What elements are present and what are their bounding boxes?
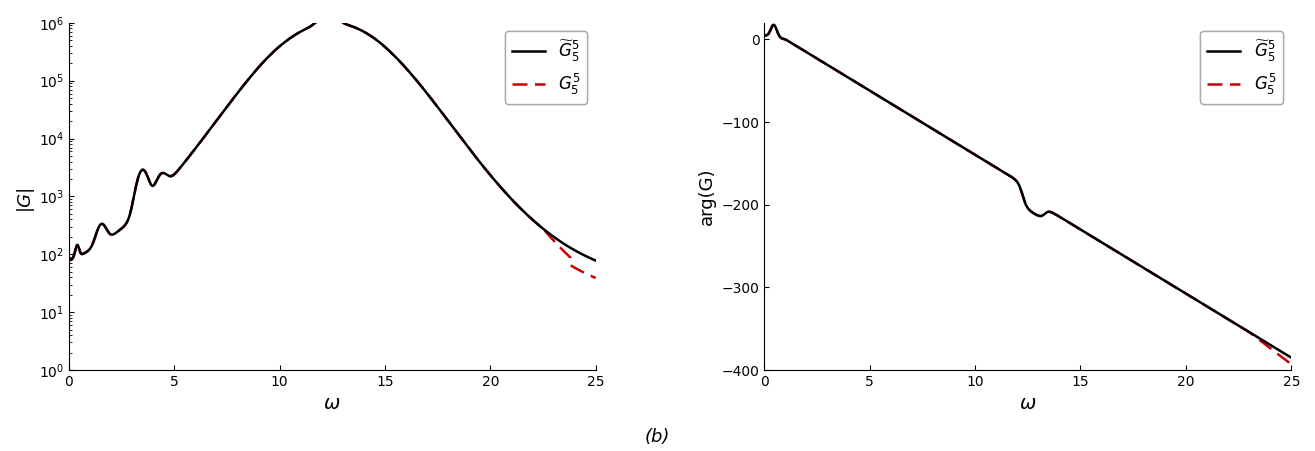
Text: (b): (b) <box>644 428 671 446</box>
Y-axis label: |G|: |G| <box>14 183 33 210</box>
X-axis label: ω: ω <box>1019 395 1036 414</box>
Legend: $\widetilde{G}^5_5$, $G^5_5$: $\widetilde{G}^5_5$, $G^5_5$ <box>1201 31 1283 104</box>
X-axis label: ω: ω <box>323 395 341 414</box>
Legend: $\widetilde{G}^5_5$, $G^5_5$: $\widetilde{G}^5_5$, $G^5_5$ <box>505 31 588 104</box>
Y-axis label: arg(G): arg(G) <box>698 168 715 225</box>
